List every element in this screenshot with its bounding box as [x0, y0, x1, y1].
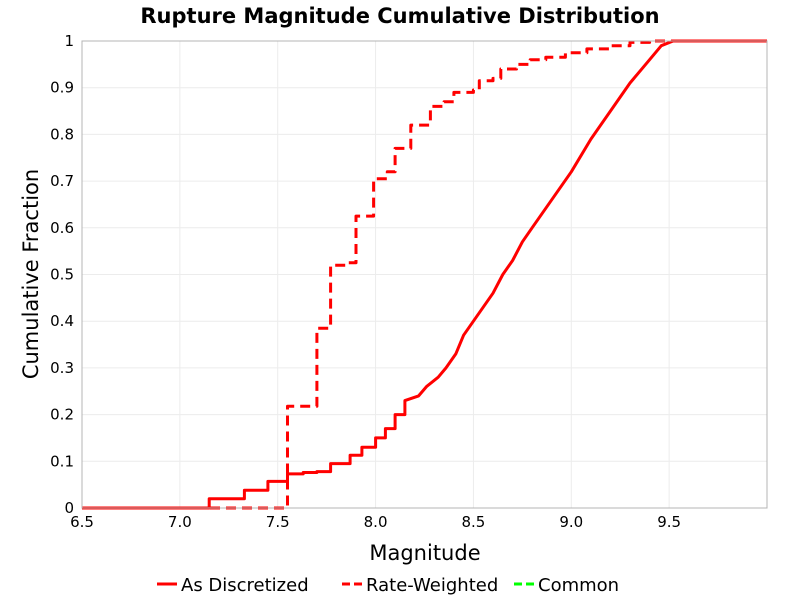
- y-tick-label: 0.7: [50, 172, 74, 190]
- x-tick-label: 9.0: [559, 513, 583, 531]
- y-tick-label: 0.8: [50, 125, 74, 143]
- x-axis-label: Magnitude: [369, 541, 480, 565]
- legend: As Discretized Rate-Weighted Common: [157, 575, 619, 596]
- tick-labels: 6.5 7.0 7.5 8.0 8.5 9.0 9.5 0 0.1 0.2 0.3 0.4 0.5 0.6…: [50, 32, 681, 531]
- y-axis-label: Cumulative Fraction: [19, 169, 43, 379]
- series-line-as-discretized: [82, 39, 767, 510]
- y-tick-label: 0: [64, 499, 74, 517]
- x-tick-label: 7.5: [266, 513, 290, 531]
- y-tick-label: 0.1: [50, 452, 74, 470]
- x-tick-label: 9.5: [657, 513, 681, 531]
- x-tick-label: 7.0: [168, 513, 192, 531]
- legend-label: Common: [538, 575, 619, 596]
- x-tick-label: 8.5: [461, 513, 485, 531]
- x-tick-label: 6.5: [70, 513, 94, 531]
- y-tick-label: 0.2: [50, 406, 74, 424]
- legend-label: As Discretized: [181, 575, 309, 596]
- y-tick-label: 0.9: [50, 79, 74, 97]
- y-tick-label: 0.6: [50, 219, 74, 237]
- series-line-rate-weighted: [82, 39, 767, 510]
- chart-title: Rupture Magnitude Cumulative Distributio…: [140, 4, 659, 28]
- y-tick-label: 0.3: [50, 359, 74, 377]
- y-tick-label: 0.4: [50, 312, 74, 330]
- plot-border: [81, 40, 768, 509]
- legend-label: Rate-Weighted: [366, 575, 498, 596]
- series-layer: [82, 39, 767, 510]
- y-tick-label: 1: [64, 32, 74, 50]
- y-tick-label: 0.5: [50, 266, 74, 284]
- x-tick-label: 8.0: [364, 513, 388, 531]
